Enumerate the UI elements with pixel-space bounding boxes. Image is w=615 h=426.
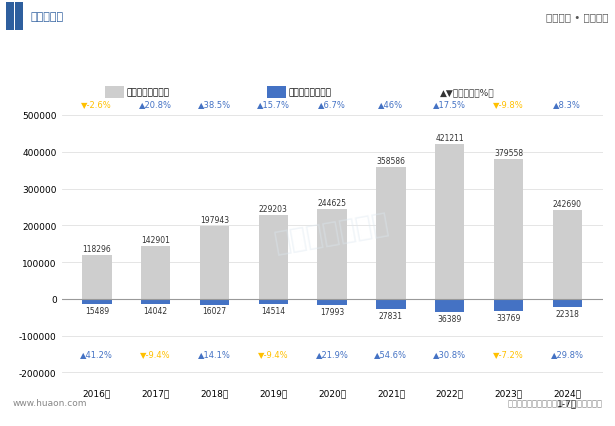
Bar <box>105 87 124 98</box>
Text: 421211: 421211 <box>435 134 464 143</box>
Bar <box>200 227 229 299</box>
Bar <box>435 144 464 299</box>
Text: ▲54.6%: ▲54.6% <box>375 350 407 359</box>
Bar <box>258 299 288 305</box>
Text: ▲20.8%: ▲20.8% <box>139 99 172 108</box>
Text: ▼-9.8%: ▼-9.8% <box>493 99 524 108</box>
Text: 244625: 244625 <box>317 199 347 207</box>
Bar <box>141 247 170 299</box>
Text: 出口额（万美元）: 出口额（万美元） <box>127 88 170 97</box>
Bar <box>317 209 347 299</box>
Text: ▲38.5%: ▲38.5% <box>198 99 231 108</box>
Text: ▲30.8%: ▲30.8% <box>433 350 466 359</box>
Text: 358586: 358586 <box>376 157 405 166</box>
Text: 33769: 33769 <box>496 313 521 322</box>
Text: ▲41.2%: ▲41.2% <box>81 350 113 359</box>
Bar <box>6 3 14 31</box>
Bar <box>82 299 111 305</box>
Text: ▲▼同比增长（%）: ▲▼同比增长（%） <box>440 88 495 97</box>
Text: 197943: 197943 <box>200 216 229 225</box>
Bar <box>258 215 288 299</box>
Text: 379558: 379558 <box>494 149 523 158</box>
Bar <box>376 167 406 299</box>
Text: 242690: 242690 <box>553 199 582 208</box>
Text: 14514: 14514 <box>261 306 285 315</box>
Text: 15489: 15489 <box>85 307 109 316</box>
Text: 专业严谨 • 客观科学: 专业严谨 • 客观科学 <box>546 12 609 22</box>
Text: 118296: 118296 <box>82 245 111 254</box>
Bar <box>317 299 347 306</box>
Text: ▲29.8%: ▲29.8% <box>551 350 584 359</box>
Text: 142901: 142901 <box>141 236 170 245</box>
Text: ▼-9.4%: ▼-9.4% <box>140 350 171 359</box>
Text: 14042: 14042 <box>143 306 168 315</box>
Text: 229203: 229203 <box>259 204 288 213</box>
Bar <box>82 256 111 299</box>
Text: 36389: 36389 <box>438 314 462 323</box>
Text: ▲21.9%: ▲21.9% <box>315 350 349 359</box>
Bar <box>494 160 523 299</box>
Text: 17993: 17993 <box>320 308 344 317</box>
Bar <box>553 210 582 299</box>
Text: 22318: 22318 <box>555 309 579 318</box>
Bar <box>267 87 286 98</box>
Text: 16027: 16027 <box>202 307 226 316</box>
Bar <box>376 299 406 309</box>
Text: 2016-2024年7月宣城市（境内目的地/货源地）进、出口额: 2016-2024年7月宣城市（境内目的地/货源地）进、出口额 <box>155 52 460 67</box>
Text: 27831: 27831 <box>379 311 403 320</box>
Text: 华经产业研究院: 华经产业研究院 <box>272 209 392 256</box>
Bar <box>200 299 229 305</box>
Text: ▲6.7%: ▲6.7% <box>318 99 346 108</box>
Bar <box>553 299 582 307</box>
Text: ▲14.1%: ▲14.1% <box>198 350 231 359</box>
Bar <box>15 3 23 31</box>
Text: ▲46%: ▲46% <box>378 99 403 108</box>
Text: 进口额（万美元）: 进口额（万美元） <box>289 88 332 97</box>
Bar <box>494 299 523 311</box>
Text: 资料来源：中国海关；华经产业研究院整理: 资料来源：中国海关；华经产业研究院整理 <box>508 398 603 408</box>
Text: ▲15.7%: ▲15.7% <box>257 99 290 108</box>
Text: ▼-9.4%: ▼-9.4% <box>258 350 288 359</box>
Text: ▲17.5%: ▲17.5% <box>433 99 466 108</box>
Text: www.huaon.com: www.huaon.com <box>12 398 87 408</box>
Text: ▲8.3%: ▲8.3% <box>554 99 581 108</box>
Text: ▼-7.2%: ▼-7.2% <box>493 350 524 359</box>
Bar <box>141 299 170 304</box>
Text: ▼-2.6%: ▼-2.6% <box>81 99 112 108</box>
Text: 华经情报网: 华经情报网 <box>31 12 64 22</box>
Bar <box>435 299 464 312</box>
